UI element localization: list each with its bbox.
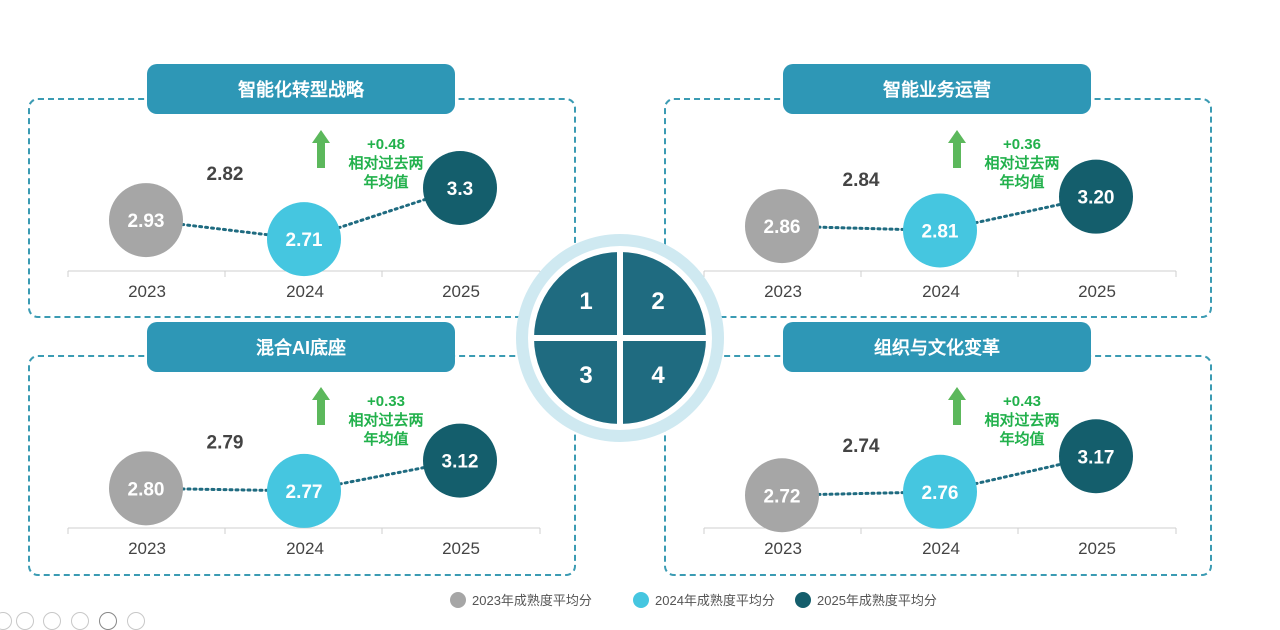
x-tick-label-2024: 2024 (922, 539, 960, 558)
past-two-year-average: 2.74 (843, 436, 880, 457)
legend: 2023年成熟度平均分 2024年成熟度平均分 2025年成熟度平均分 (0, 590, 1280, 614)
data-point-2023 (745, 458, 819, 533)
toolbar-icon-6[interactable] (127, 612, 145, 630)
center-number-2: 2 (651, 288, 664, 315)
data-label-2023: 2.86 (764, 217, 801, 238)
toolbar-icon-1[interactable] (0, 612, 12, 630)
center-number-1: 1 (579, 288, 592, 315)
past-two-year-average: 2.82 (207, 164, 244, 185)
data-point-2024 (267, 202, 341, 277)
data-label-2023: 2.80 (128, 479, 165, 500)
data-point-2025 (1059, 159, 1133, 234)
legend-dot-2024 (633, 591, 649, 608)
data-point-2023 (109, 183, 183, 258)
data-label-2023: 2.72 (764, 486, 801, 507)
data-point-2025 (423, 151, 497, 225)
toolbar-icon-2[interactable] (16, 612, 34, 630)
legend-item-2025: 2025年成熟度平均分 (795, 590, 937, 609)
delta-value: +0.36 (1003, 136, 1041, 153)
data-point-2024 (903, 193, 977, 268)
chart-org-culture: 2.72 2.76 3.17 2023 2024 2025 2.74 +0.43相对过去两年均… (703, 387, 1177, 558)
data-label-2025: 3.17 (1078, 447, 1115, 468)
legend-label-2024: 2024年成熟度平均分 (655, 593, 775, 608)
data-point-2025 (1059, 419, 1133, 494)
x-tick-label-2024: 2024 (922, 282, 960, 301)
x-tick-label-2023: 2023 (764, 539, 802, 558)
chart-operations: 2.86 2.81 3.20 2023 2024 2025 2.84 +0.36相对过去两年均… (703, 130, 1177, 301)
past-two-year-average: 2.84 (843, 170, 880, 191)
delta-note-line: 年均值 (999, 173, 1044, 191)
panel-title-org-culture: 组织与文化变革 (783, 322, 1091, 372)
legend-label-2025: 2025年成熟度平均分 (817, 593, 937, 608)
up-arrow-icon (312, 387, 330, 425)
legend-item-2024: 2024年成熟度平均分 (633, 590, 775, 609)
toolbar-icon-4[interactable] (71, 612, 89, 630)
past-two-year-average: 2.79 (207, 432, 244, 453)
x-tick-label-2023: 2023 (128, 539, 166, 558)
up-arrow-icon (948, 130, 966, 168)
x-tick-label-2024: 2024 (286, 539, 324, 558)
legend-dot-2023 (450, 591, 466, 608)
legend-item-2023: 2023年成熟度平均分 (450, 590, 592, 609)
data-label-2024: 2.77 (286, 482, 323, 503)
center-number-4: 4 (651, 362, 665, 389)
panel-title-strategy: 智能化转型战略 (147, 64, 455, 114)
data-label-2025: 3.3 (447, 179, 473, 200)
delta-note-line: 相对过去两 (984, 411, 1059, 429)
center-divider-horizontal (530, 335, 710, 341)
x-tick-label-2025: 2025 (1078, 282, 1116, 301)
legend-label-2023: 2023年成熟度平均分 (472, 593, 592, 608)
up-arrow-icon (312, 130, 330, 168)
x-tick-label-2025: 2025 (442, 282, 480, 301)
toolbar-icon-5[interactable] (99, 612, 117, 630)
data-label-2024: 2.71 (286, 230, 323, 251)
data-label-2024: 2.81 (922, 221, 959, 242)
data-label-2023: 2.93 (128, 211, 165, 232)
center-quadrant: 1 2 3 4 (516, 234, 724, 442)
delta-value: +0.48 (367, 136, 405, 153)
toolbar-icon-3[interactable] (43, 612, 61, 630)
data-point-2024 (903, 454, 977, 529)
data-label-2025: 3.20 (1078, 188, 1115, 209)
x-tick-label-2025: 2025 (1078, 539, 1116, 558)
delta-note-line: 年均值 (363, 430, 408, 448)
x-tick-label-2024: 2024 (286, 282, 324, 301)
delta-note-line: 相对过去两 (348, 411, 423, 429)
center-number-3: 3 (579, 362, 592, 389)
chart-ai-foundation: 2.80 2.77 3.12 2023 2024 2025 2.79 +0.33相对过去两年均… (67, 387, 541, 558)
data-label-2024: 2.76 (922, 483, 959, 504)
panel-title-operations: 智能业务运营 (783, 64, 1091, 114)
x-tick-label-2023: 2023 (764, 282, 802, 301)
delta-note-line: 年均值 (363, 173, 408, 191)
delta-note-line: 年均值 (999, 430, 1044, 448)
panel-title-ai-foundation: 混合AI底座 (147, 322, 455, 372)
data-point-2023 (745, 189, 819, 264)
x-tick-label-2023: 2023 (128, 282, 166, 301)
data-point-2024 (267, 453, 341, 528)
delta-value: +0.43 (1003, 393, 1041, 410)
legend-dot-2025 (795, 591, 811, 608)
x-tick-label-2025: 2025 (442, 539, 480, 558)
data-point-2023 (109, 451, 183, 526)
data-label-2025: 3.12 (442, 452, 479, 473)
delta-value: +0.33 (367, 393, 405, 410)
delta-note-line: 相对过去两 (348, 154, 423, 172)
delta-note-line: 相对过去两 (984, 154, 1059, 172)
up-arrow-icon (948, 387, 966, 425)
data-point-2025 (423, 423, 497, 498)
